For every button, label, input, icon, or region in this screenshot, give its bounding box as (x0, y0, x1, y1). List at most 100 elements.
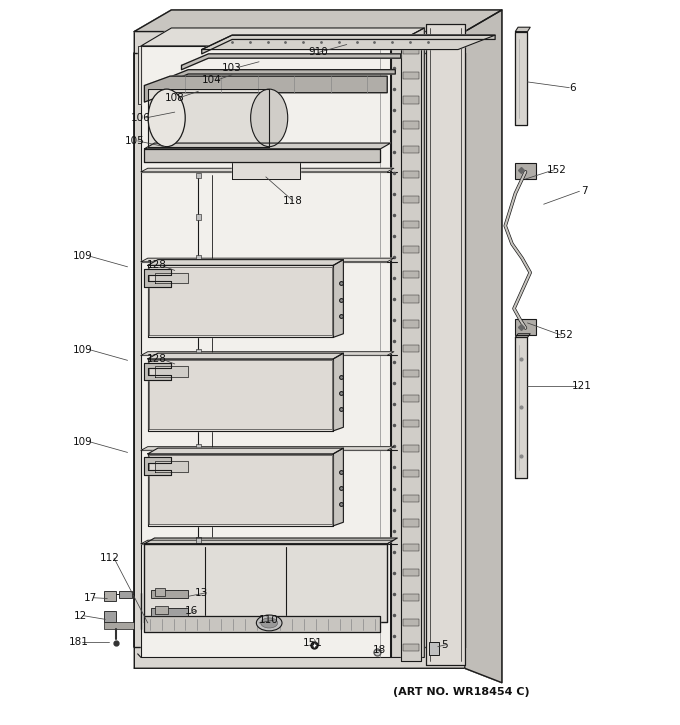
Text: 118: 118 (283, 196, 303, 206)
Text: 18: 18 (373, 645, 386, 655)
Bar (403, 320, 419, 328)
Bar (403, 444, 419, 452)
Bar (403, 296, 419, 302)
Bar (403, 246, 419, 253)
Bar (403, 121, 419, 128)
Text: 109: 109 (73, 251, 92, 261)
Bar (403, 72, 419, 79)
Polygon shape (426, 25, 464, 665)
Text: 103: 103 (222, 62, 242, 72)
Bar (196, 306, 201, 312)
Text: 13: 13 (195, 588, 208, 597)
Bar (403, 146, 419, 154)
Text: 121: 121 (571, 381, 592, 391)
Text: (ART NO. WR18454 C): (ART NO. WR18454 C) (393, 687, 530, 697)
Polygon shape (141, 258, 394, 262)
Text: 112: 112 (99, 553, 119, 563)
Ellipse shape (148, 89, 185, 146)
Bar (196, 255, 201, 261)
Text: 128: 128 (147, 260, 167, 270)
Polygon shape (232, 157, 299, 179)
Polygon shape (141, 46, 390, 658)
Bar (104, 592, 116, 601)
Polygon shape (149, 360, 332, 428)
Bar (196, 349, 201, 355)
Bar (429, 642, 439, 655)
Bar (154, 605, 168, 614)
Bar (403, 395, 419, 402)
Text: 109: 109 (73, 344, 92, 355)
Bar (403, 345, 419, 352)
Text: 152: 152 (554, 330, 574, 340)
Polygon shape (232, 152, 306, 157)
Ellipse shape (251, 89, 288, 146)
Text: 910: 910 (309, 47, 328, 57)
Polygon shape (149, 267, 332, 335)
Polygon shape (154, 273, 188, 283)
Polygon shape (333, 353, 343, 431)
Polygon shape (141, 540, 394, 544)
Polygon shape (141, 168, 394, 172)
Polygon shape (141, 447, 394, 450)
Polygon shape (401, 35, 421, 661)
Polygon shape (141, 352, 394, 355)
Text: 16: 16 (185, 605, 199, 616)
Text: 105: 105 (124, 136, 144, 146)
Bar (119, 592, 133, 598)
Bar (196, 262, 201, 268)
Text: 128: 128 (147, 354, 167, 364)
Polygon shape (141, 28, 424, 46)
Polygon shape (144, 544, 387, 621)
Bar (403, 519, 419, 526)
Polygon shape (202, 35, 495, 54)
Bar (403, 171, 419, 178)
Bar (403, 494, 419, 502)
Bar (403, 470, 419, 477)
Bar (154, 588, 165, 597)
Text: 5: 5 (441, 639, 448, 650)
Polygon shape (154, 461, 188, 472)
Text: 109: 109 (73, 436, 92, 447)
Polygon shape (148, 260, 343, 265)
Polygon shape (148, 448, 343, 454)
Bar (403, 644, 419, 651)
Bar (151, 590, 188, 598)
Bar (403, 619, 419, 626)
Text: 181: 181 (69, 637, 88, 647)
Bar (196, 356, 201, 362)
Bar (403, 196, 419, 203)
Polygon shape (333, 448, 343, 526)
Bar (515, 163, 536, 179)
Bar (403, 46, 419, 54)
Polygon shape (163, 70, 395, 84)
Bar (196, 494, 201, 500)
Bar (515, 319, 536, 335)
Polygon shape (137, 46, 141, 104)
Bar (403, 594, 419, 601)
Text: 6: 6 (569, 83, 576, 93)
Bar (151, 608, 188, 616)
Bar (403, 544, 419, 552)
Polygon shape (144, 76, 387, 102)
Polygon shape (202, 35, 495, 49)
Text: 152: 152 (547, 165, 567, 175)
Polygon shape (515, 334, 530, 337)
Polygon shape (148, 454, 333, 526)
Bar (196, 173, 201, 178)
Polygon shape (515, 337, 528, 478)
Polygon shape (134, 10, 502, 32)
Polygon shape (134, 10, 502, 683)
Text: 17: 17 (84, 593, 97, 602)
Bar (403, 370, 419, 377)
Polygon shape (515, 32, 528, 125)
Polygon shape (144, 269, 171, 287)
Bar (104, 611, 116, 621)
Text: 151: 151 (303, 638, 323, 648)
Polygon shape (144, 143, 390, 149)
Polygon shape (464, 10, 502, 683)
Polygon shape (148, 359, 333, 431)
Text: 7: 7 (581, 186, 588, 196)
Bar (196, 444, 201, 450)
Bar (196, 451, 201, 457)
Bar (403, 270, 419, 278)
